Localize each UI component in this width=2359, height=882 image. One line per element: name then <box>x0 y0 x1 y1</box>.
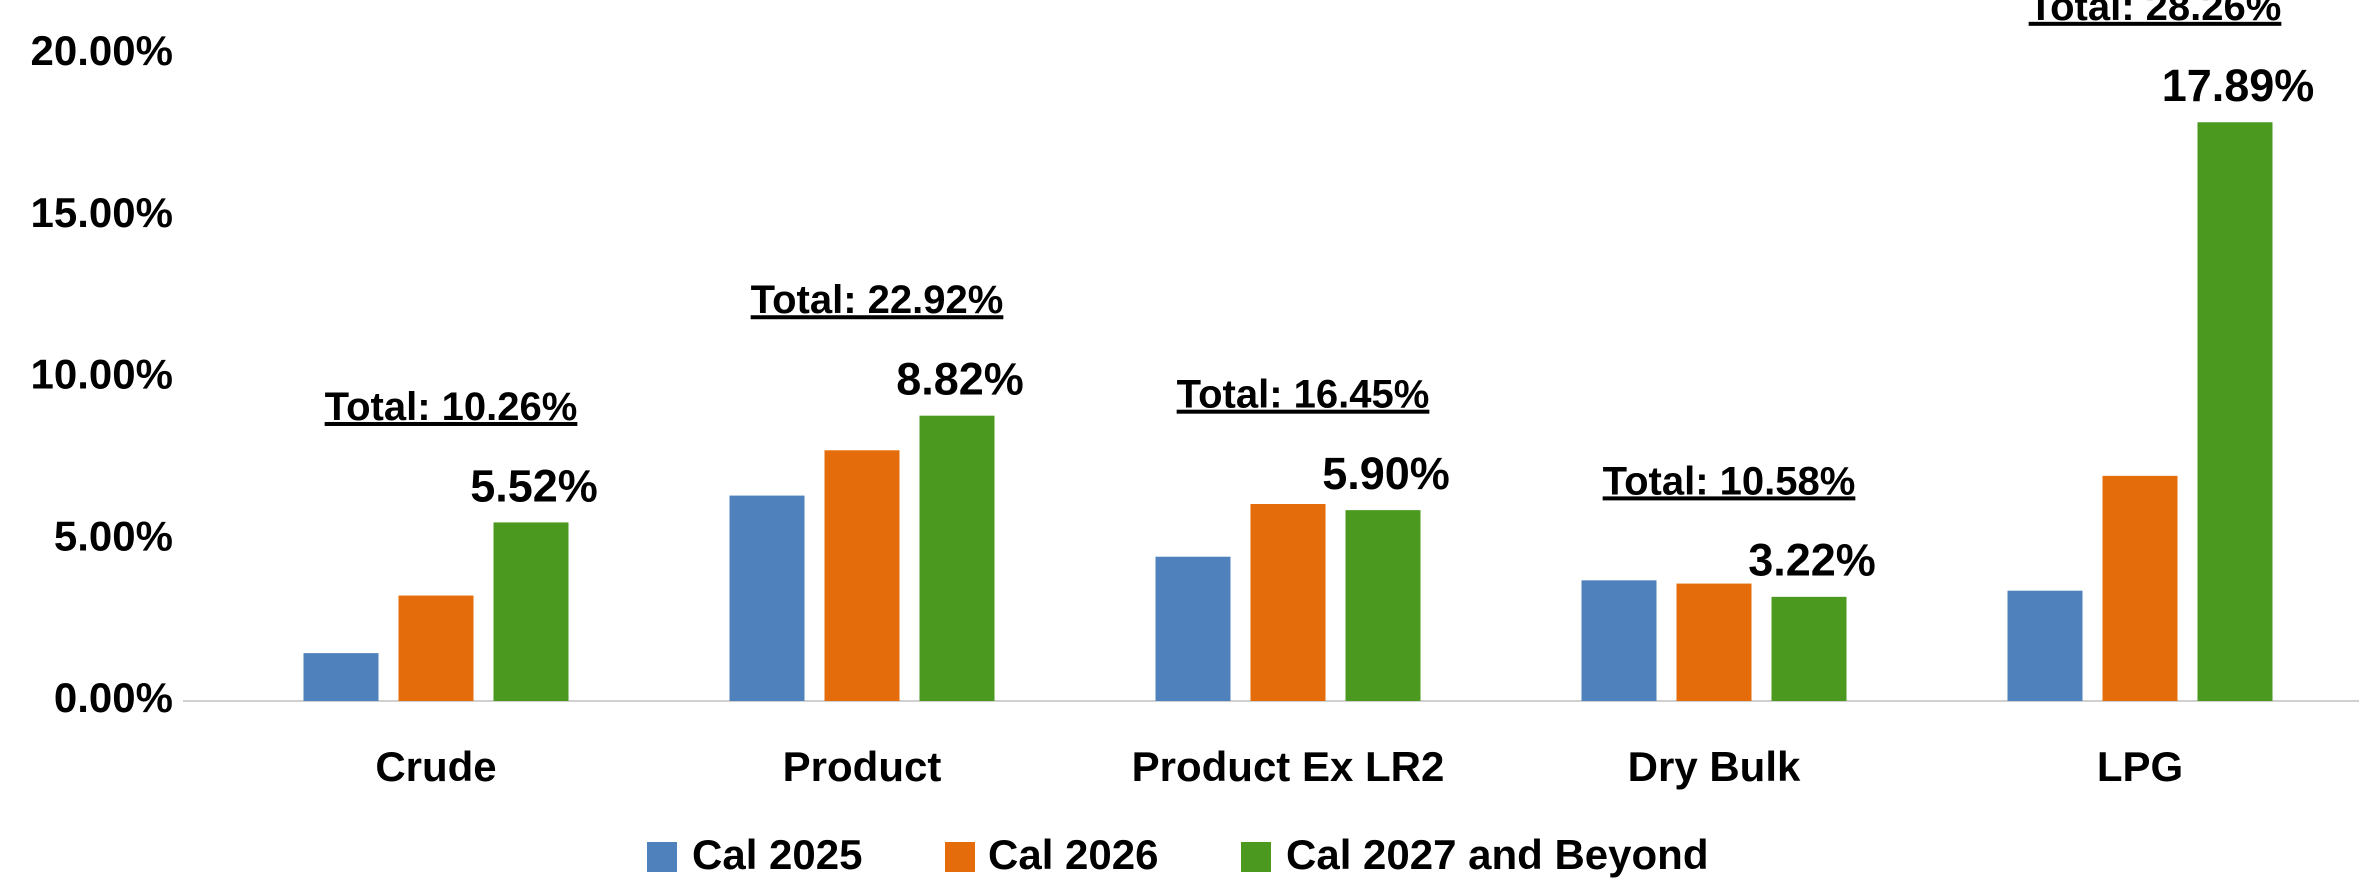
bar <box>2197 122 2273 702</box>
bar <box>303 653 379 701</box>
total-label: Total: 10.26% <box>325 385 578 429</box>
legend-label: Cal 2025 <box>692 831 862 878</box>
x-tick-label: Crude <box>375 743 496 790</box>
y-tick-label: 20.00% <box>31 27 173 74</box>
bar <box>2102 475 2178 701</box>
bar <box>1250 503 1326 701</box>
bar <box>1676 583 1752 701</box>
bar <box>2007 590 2083 701</box>
total-label: Total: 10.58% <box>1603 459 1856 503</box>
bar <box>493 522 569 701</box>
total-label: Total: 28.26% <box>2029 0 2282 29</box>
legend-swatch <box>647 842 677 872</box>
x-tick-label: Dry Bulk <box>1628 743 1801 790</box>
legend-swatch <box>1241 842 1271 872</box>
x-tick-label: LPG <box>2097 743 2183 790</box>
x-tick-label: Product Ex LR2 <box>1132 743 1445 790</box>
bar <box>1771 596 1847 701</box>
data-label: 5.52% <box>470 460 598 511</box>
total-label: Total: 22.92% <box>751 278 1004 322</box>
bar <box>729 495 805 701</box>
data-label: 3.22% <box>1748 535 1876 586</box>
data-label: 8.82% <box>896 354 1024 405</box>
bar <box>824 450 900 701</box>
data-label: 17.89% <box>2162 60 2315 111</box>
y-tick-label: 15.00% <box>31 189 173 236</box>
bar <box>1581 580 1657 701</box>
y-tick-label: 0.00% <box>54 674 173 721</box>
y-tick-label: 5.00% <box>54 512 173 559</box>
bar <box>919 415 995 701</box>
x-tick-label: Product <box>783 743 942 790</box>
bar <box>1345 510 1421 701</box>
legend-swatch <box>945 842 975 872</box>
data-label: 5.90% <box>1322 448 1450 499</box>
bar <box>1155 556 1231 701</box>
bar <box>398 595 474 701</box>
y-tick-label: 10.00% <box>31 351 173 398</box>
legend-label: Cal 2027 and Beyond <box>1286 831 1708 878</box>
total-label: Total: 16.45% <box>1177 373 1430 417</box>
legend-label: Cal 2026 <box>988 831 1158 878</box>
